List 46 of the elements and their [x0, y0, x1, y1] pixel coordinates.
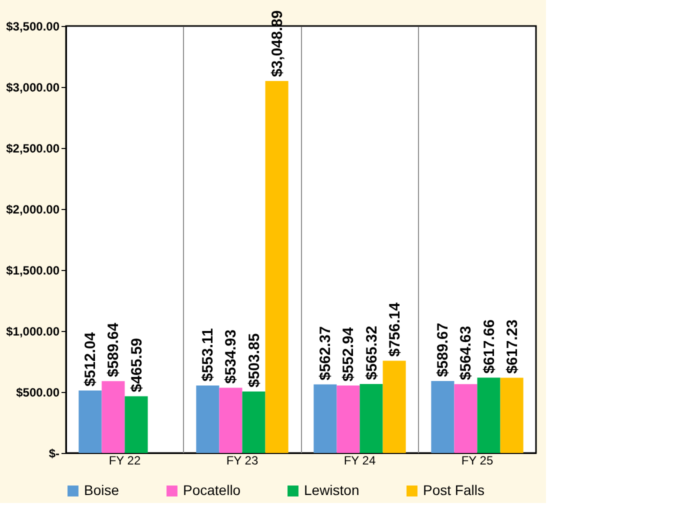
data-label: $512.04 [82, 332, 100, 387]
data-label: $756.14 [386, 302, 404, 357]
bar [242, 392, 266, 453]
legend-label: Post Falls [423, 482, 484, 498]
data-label: $534.93 [222, 330, 240, 384]
data-label: $589.67 [434, 322, 452, 378]
bar [78, 390, 102, 453]
bar [102, 381, 125, 453]
legend-label: Pocatello [183, 482, 241, 498]
legend-label: Lewiston [304, 482, 360, 498]
data-label: $617.66 [480, 319, 498, 374]
y-tick-label: $3,000.00 [6, 80, 60, 94]
x-tick-label: FY 24 [344, 454, 376, 468]
x-tick-label: FY 25 [461, 454, 494, 468]
y-tick-label: $3,500.00 [6, 20, 60, 34]
legend-label: Boise [84, 482, 120, 498]
bar [219, 388, 242, 453]
y-tick-label: $2,000.00 [6, 202, 60, 216]
data-label: $565.32 [363, 326, 380, 380]
data-label: $3,048.89 [268, 10, 286, 78]
bar [196, 386, 220, 453]
bar [454, 384, 478, 453]
data-label: $562.37 [317, 326, 334, 380]
data-label: $617.23 [504, 319, 521, 374]
bar [500, 378, 524, 453]
data-label: $553.11 [200, 328, 217, 382]
bar [124, 396, 148, 453]
y-tick-label: $- [48, 446, 60, 460]
x-tick-label: FY 22 [108, 454, 141, 468]
data-label: $503.85 [246, 333, 263, 388]
bar [314, 384, 337, 453]
bar [336, 386, 360, 453]
y-tick-label: $2,500.00 [6, 142, 60, 156]
y-tick-label: $1,000.00 [6, 324, 60, 338]
bar [431, 381, 454, 453]
bar [265, 81, 288, 453]
data-label: $589.64 [105, 322, 122, 378]
bar [477, 378, 500, 453]
y-tick-label: $500.00 [16, 386, 60, 400]
y-tick-label: $1,500.00 [6, 264, 60, 278]
bar [382, 360, 406, 453]
data-label: $552.94 [340, 326, 358, 382]
data-label: $564.63 [458, 326, 475, 380]
data-label: $465.59 [128, 338, 146, 392]
x-tick-label: FY 23 [226, 454, 258, 468]
bar [360, 384, 383, 453]
